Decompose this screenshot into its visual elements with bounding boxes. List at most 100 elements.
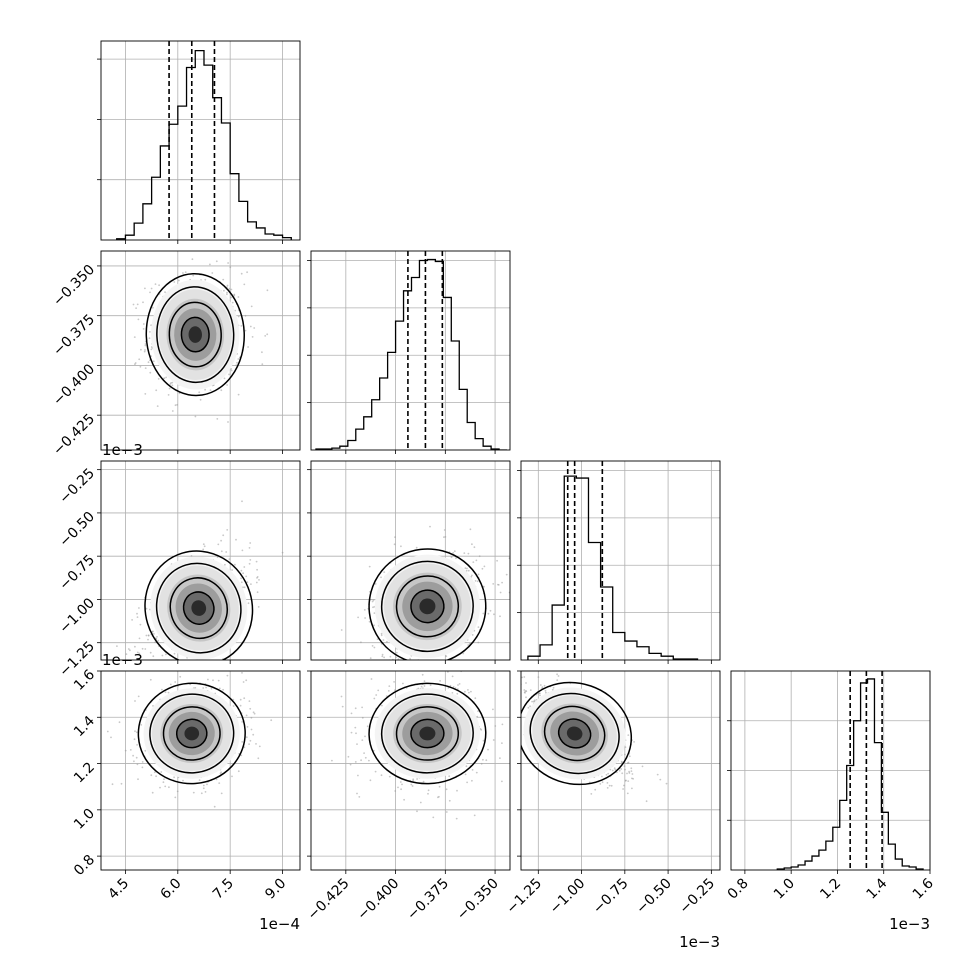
sample-point <box>527 706 530 709</box>
contour-line <box>380 560 474 653</box>
sample-point <box>452 552 455 554</box>
sample-point <box>429 684 432 687</box>
sample-point <box>356 792 358 795</box>
y-tick-label: −0.75 <box>56 552 98 594</box>
density-shade <box>419 598 436 615</box>
sample-point <box>204 278 207 281</box>
sample-point <box>192 791 195 794</box>
sample-point <box>228 558 231 560</box>
y-tick-label: −0.350 <box>50 262 98 310</box>
sample-point <box>248 562 251 565</box>
sample-point <box>505 573 508 576</box>
sample-point <box>404 678 406 680</box>
sample-point <box>331 759 333 762</box>
sample-point <box>245 679 248 682</box>
sample-point <box>161 654 164 657</box>
x-tick-label: 4.5 <box>105 876 132 903</box>
sample-point <box>380 576 382 579</box>
sample-point <box>505 686 507 688</box>
sample-point <box>144 287 146 290</box>
sample-point <box>255 743 257 745</box>
sample-point <box>626 762 629 765</box>
sample-point <box>368 620 371 623</box>
sample-point <box>176 667 178 669</box>
sample-point <box>444 536 447 538</box>
sample-point <box>611 769 614 772</box>
sample-point <box>250 305 253 308</box>
sample-point <box>116 645 118 647</box>
x-tick-label: −1.25 <box>503 876 545 918</box>
sample-point <box>458 683 461 685</box>
sample-point <box>451 675 454 678</box>
sample-point <box>231 301 234 304</box>
sample-point <box>139 365 142 368</box>
sample-point <box>142 323 145 325</box>
sample-point <box>152 306 154 309</box>
sample-point <box>250 583 252 585</box>
sample-point <box>156 635 158 638</box>
sample-point <box>261 363 264 366</box>
sample-point <box>395 651 398 654</box>
sample-point <box>465 765 468 768</box>
sample-point <box>149 678 152 681</box>
y-tick-label: 1.0 <box>71 806 98 833</box>
contour-line <box>168 301 222 368</box>
sample-point <box>381 704 383 707</box>
sample-point <box>135 731 138 734</box>
sample-point <box>242 586 244 589</box>
sample-point <box>383 656 385 659</box>
y-tick-label: −0.400 <box>50 361 98 409</box>
sample-point <box>624 746 627 748</box>
sample-point <box>388 775 391 778</box>
sample-point <box>613 767 616 770</box>
sample-point <box>286 669 288 671</box>
sample-point <box>140 724 143 726</box>
histogram-steps <box>776 678 924 870</box>
sample-point <box>222 278 225 281</box>
panel-hist-3 <box>727 670 931 874</box>
sample-point <box>110 736 112 739</box>
sample-point <box>133 738 136 741</box>
sample-point <box>340 629 343 631</box>
sample-point <box>211 272 214 274</box>
sample-point <box>438 785 441 788</box>
sample-point <box>477 626 480 628</box>
sample-point <box>144 393 147 395</box>
x-tick-label: −0.375 <box>404 876 452 924</box>
sample-point <box>213 805 216 808</box>
sample-point <box>427 792 429 795</box>
sample-point <box>471 769 474 771</box>
density-shade <box>419 726 436 741</box>
sample-point <box>258 745 261 748</box>
x-tick-label: 1.2 <box>817 876 844 903</box>
sample-point <box>237 315 240 318</box>
sample-point <box>241 721 244 723</box>
panel-hist-1 <box>307 250 511 454</box>
sample-point <box>501 581 503 584</box>
contour-line <box>543 705 606 762</box>
sample-point <box>373 646 376 649</box>
sample-point <box>216 556 219 558</box>
contour-line <box>521 681 633 786</box>
sample-point <box>157 639 160 642</box>
sample-point <box>487 675 489 677</box>
sample-point <box>370 678 373 680</box>
sample-point <box>223 377 226 380</box>
axes-frame <box>100 250 301 451</box>
sample-point <box>501 700 503 702</box>
axes-frame <box>310 670 511 871</box>
sample-point <box>399 781 402 783</box>
sample-point <box>150 348 153 351</box>
sample-point <box>127 648 130 650</box>
sample-point <box>354 761 357 763</box>
sample-point <box>161 662 163 664</box>
sample-point <box>249 707 252 710</box>
sample-point <box>142 301 144 304</box>
sample-point <box>416 810 418 813</box>
x-tick-label: −1.00 <box>547 876 589 918</box>
sample-point <box>364 756 367 759</box>
sample-point <box>202 787 205 790</box>
sample-point <box>524 692 526 694</box>
sample-point <box>610 784 613 787</box>
sample-point <box>246 726 249 728</box>
